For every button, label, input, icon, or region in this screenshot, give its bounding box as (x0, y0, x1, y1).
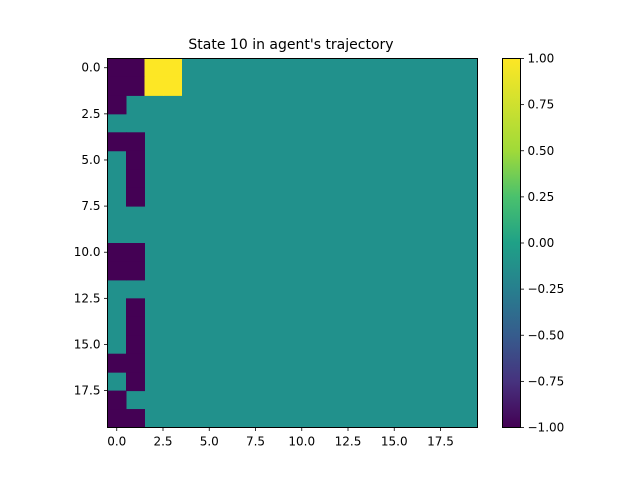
heatmap-cell (126, 316, 145, 336)
x-tick-label: 2.5 (153, 435, 172, 449)
y-tick-label: 5.0 (81, 153, 100, 167)
heatmap-cell (126, 150, 145, 170)
x-tick-label: 10.0 (288, 435, 315, 449)
y-tick-label: 10.0 (74, 245, 101, 259)
y-tick-label: 17.5 (74, 384, 101, 398)
heatmap-cell (126, 353, 145, 373)
heatmap-cell (126, 187, 145, 207)
heatmap-cell (107, 132, 127, 152)
colorbar-tick-label: 0.75 (528, 98, 555, 112)
colorbar-tick-label: 0.00 (528, 236, 555, 250)
colorbar-tick-label: 0.50 (528, 144, 555, 158)
heatmap-cell (126, 169, 145, 189)
colorbar-tick-label: −0.50 (528, 328, 565, 342)
x-tick-label: 15.0 (381, 435, 408, 449)
x-tick-label: 0.0 (107, 435, 126, 449)
y-tick-label: 0.0 (81, 61, 100, 75)
plot-frame (107, 58, 478, 428)
colorbar-tick-label: 1.00 (528, 52, 555, 66)
colorbar-tick-label: −0.75 (528, 374, 565, 388)
heatmap-cell (126, 132, 145, 152)
heatmap-cell (126, 335, 145, 355)
y-tick-label: 2.5 (81, 107, 100, 121)
y-tick-label: 12.5 (74, 291, 101, 305)
heatmap-cell (144, 76, 164, 96)
colorbar-tick-label: 0.25 (528, 190, 555, 204)
heatmap-cell (126, 243, 145, 262)
x-tick-label: 17.5 (427, 435, 454, 449)
heatmap-cell (126, 298, 145, 318)
heatmap-cell (107, 58, 127, 78)
heatmap-cell (107, 353, 127, 373)
heatmap-cell (107, 76, 127, 96)
colorbar-tick-label: −1.00 (528, 421, 565, 435)
x-axis: 0.0 2.5 5.0 7.5 10.0 12.5 15.0 17.5 (107, 427, 454, 449)
heatmap-cells (107, 58, 478, 428)
heatmap-cell (126, 58, 145, 78)
y-axis: 0.0 2.5 5.0 7.5 10.0 12.5 15.0 17.5 (74, 61, 108, 398)
heatmap-cell (107, 409, 127, 428)
colorbar (502, 58, 521, 428)
x-tick-label: 5.0 (200, 435, 219, 449)
x-tick-label: 7.5 (246, 435, 265, 449)
heatmap-cell (107, 95, 127, 115)
heatmap-cell (107, 261, 127, 281)
heatmap-cell (107, 390, 127, 410)
heatmap-cell (163, 58, 182, 78)
heatmap-cell (126, 261, 145, 281)
chart-title: State 10 in agent's trajectory (188, 37, 393, 53)
colorbar-axis: 1.00 0.75 0.50 0.25 0.00 −0.25 −0.50 −0.75 −1.00 (520, 52, 565, 435)
x-tick-label: 12.5 (335, 435, 362, 449)
heatmap-cell (126, 409, 145, 428)
heatmap-cell (126, 372, 145, 392)
y-tick-label: 7.5 (81, 199, 100, 213)
heatmap-cell (144, 58, 164, 78)
heatmap-cell (126, 76, 145, 96)
y-tick-label: 15.0 (74, 337, 101, 351)
colorbar-tick-label: −0.25 (528, 282, 565, 296)
heatmap-cell (163, 76, 182, 96)
heatmap-background (107, 58, 478, 428)
heatmap-cell (107, 243, 127, 262)
